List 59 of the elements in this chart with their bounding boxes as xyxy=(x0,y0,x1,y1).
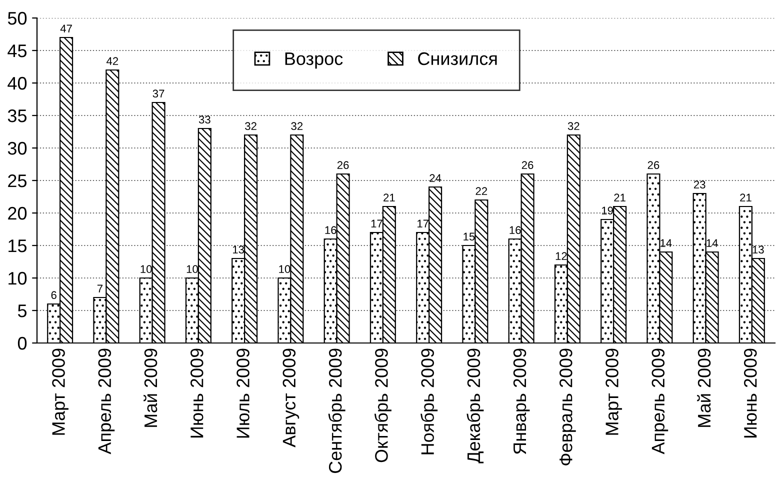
data-label: 7 xyxy=(97,284,102,292)
y-tick-label: 45 xyxy=(8,44,27,58)
data-label: 16 xyxy=(510,226,521,234)
data-label: 21 xyxy=(384,194,395,202)
data-label: 14 xyxy=(706,239,718,247)
data-label: 47 xyxy=(60,24,72,32)
x-tick-label: Декабрь 2009 xyxy=(466,348,484,464)
data-label: 21 xyxy=(614,194,626,202)
x-tick-label: Январь 2009 xyxy=(513,348,530,454)
y-tick-label: 50 xyxy=(8,12,27,25)
data-label: 6 xyxy=(51,291,56,300)
legend-label: Возрос xyxy=(285,52,343,69)
data-label: 10 xyxy=(140,265,152,274)
x-tick-label: Июль 2009 xyxy=(236,348,250,438)
x-tick-label: Ноябрь 2009 xyxy=(420,348,438,454)
data-label: 21 xyxy=(740,194,752,202)
data-label: 24 xyxy=(430,174,442,182)
y-tick-label: 35 xyxy=(8,109,27,122)
data-label: 23 xyxy=(694,180,706,189)
legend-label: Снизился xyxy=(418,52,497,66)
data-label: 13 xyxy=(233,246,244,254)
y-tick-label: 25 xyxy=(8,174,27,188)
y-tick-label: 40 xyxy=(8,76,27,90)
data-label: 26 xyxy=(648,161,660,170)
data-label: 42 xyxy=(106,57,118,65)
data-label: 19 xyxy=(602,206,613,215)
x-tick-label: Февраль 2009 xyxy=(560,348,576,466)
data-label: 14 xyxy=(660,239,672,247)
x-tick-label: Март 2009 xyxy=(52,348,68,435)
x-tick-label: Сентябрь 2009 xyxy=(328,348,346,474)
data-label: 13 xyxy=(752,246,764,254)
data-label: 12 xyxy=(556,252,567,260)
x-tick-label: Март 2009 xyxy=(606,348,622,435)
data-label: 22 xyxy=(476,187,488,195)
x-tick-label: Май 2009 xyxy=(144,348,158,427)
y-tick-label: 15 xyxy=(8,240,27,252)
data-label: 32 xyxy=(291,122,303,130)
y-tick-label: 0 xyxy=(18,336,27,350)
x-tick-label: Август 2009 xyxy=(282,348,300,448)
data-label: 37 xyxy=(152,90,164,98)
x-tick-label: Апрель 2009 xyxy=(652,348,668,454)
y-tick-label: 20 xyxy=(8,206,27,220)
data-label: 33 xyxy=(198,116,210,124)
data-label: 10 xyxy=(186,265,198,274)
data-label: 17 xyxy=(371,220,382,228)
x-tick-label: Апрель 2009 xyxy=(98,348,115,454)
y-tick-label: 5 xyxy=(18,304,27,318)
y-tick-label: 30 xyxy=(8,142,27,155)
x-tick-label: Октябрь 2009 xyxy=(374,348,392,462)
data-label: 16 xyxy=(325,226,336,234)
y-tick-label: 10 xyxy=(8,272,27,285)
data-label: 26 xyxy=(522,161,534,170)
x-tick-label: Июнь 2009 xyxy=(744,348,757,438)
data-label: 32 xyxy=(245,122,256,130)
x-tick-label: Июнь 2009 xyxy=(190,348,204,438)
data-label: 32 xyxy=(568,122,580,130)
x-tick-label: Май 2009 xyxy=(697,348,711,427)
data-label: 17 xyxy=(418,220,428,228)
data-label: 26 xyxy=(337,161,349,170)
